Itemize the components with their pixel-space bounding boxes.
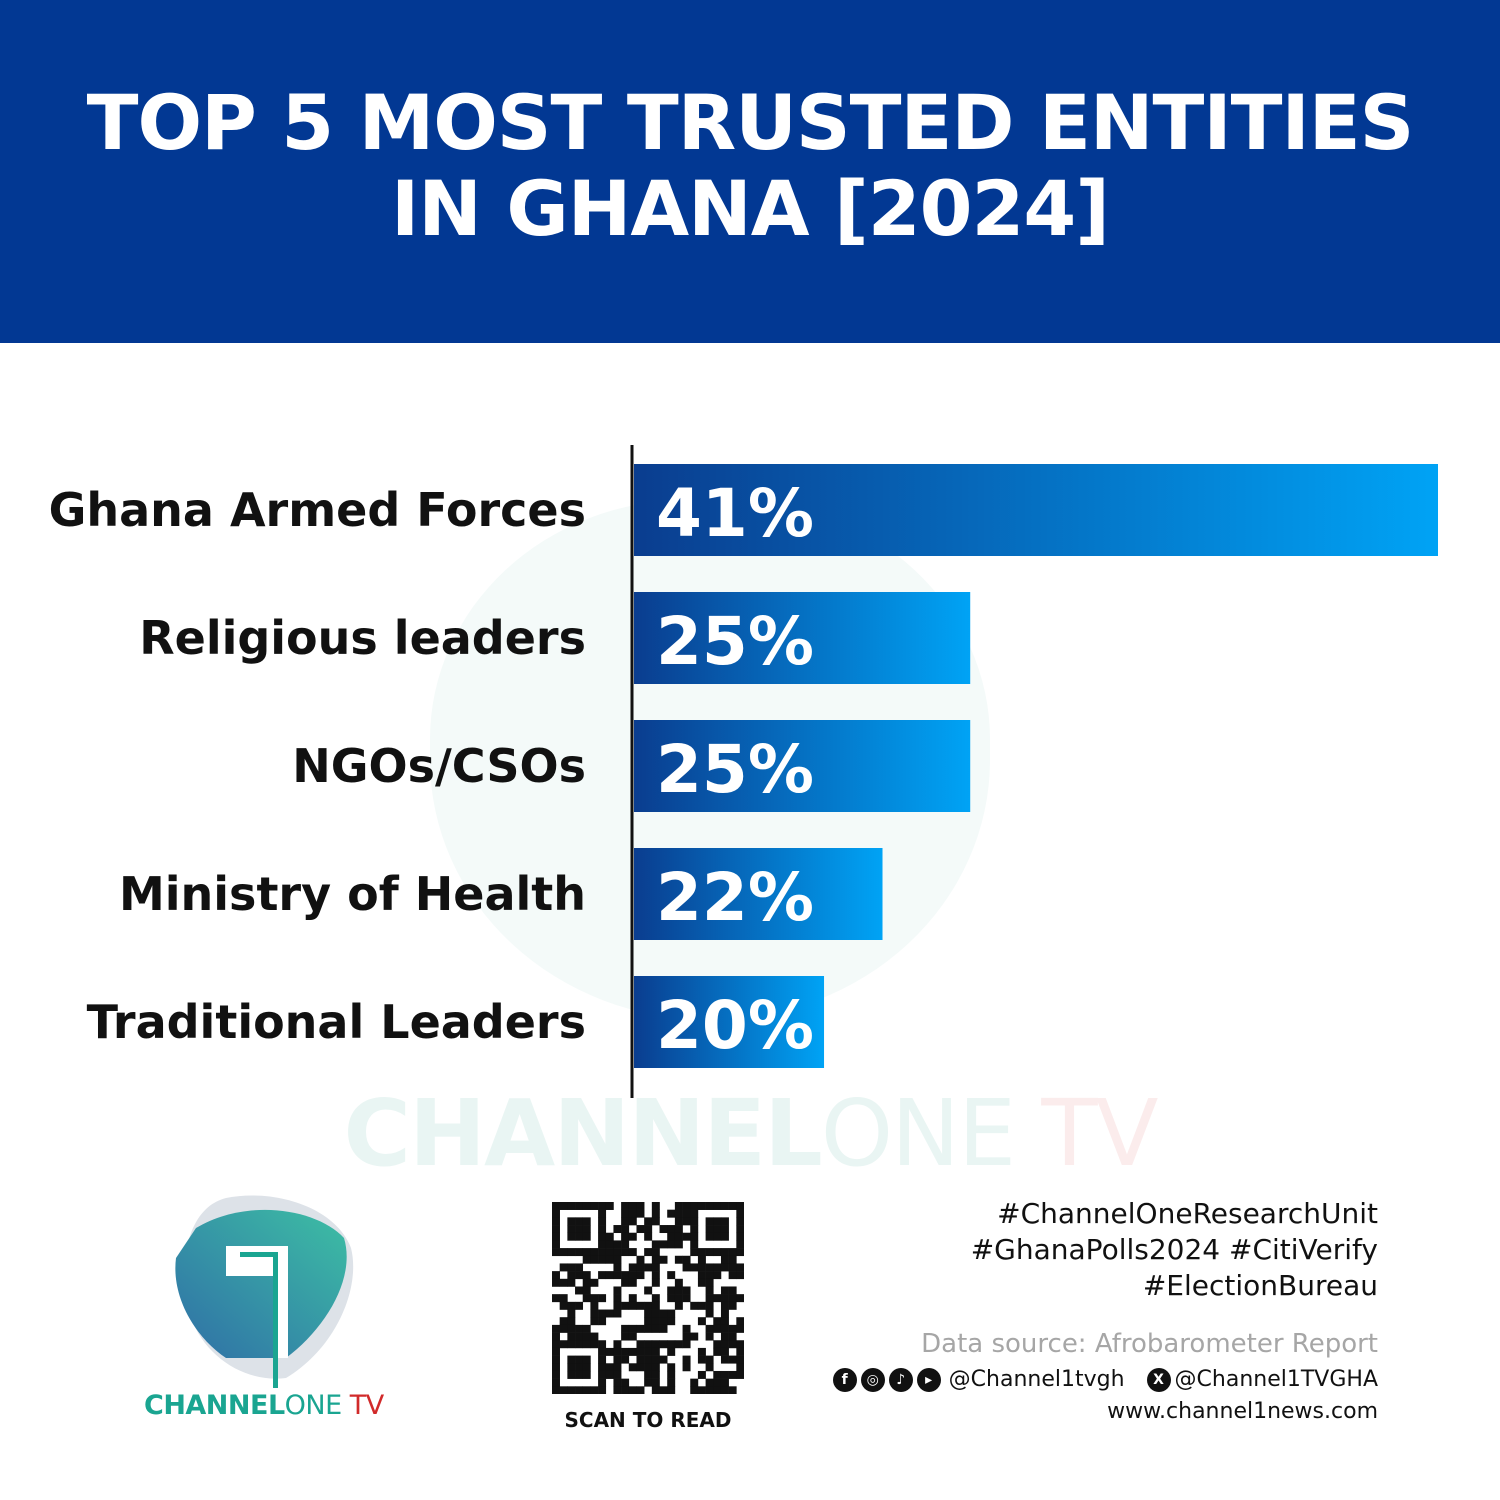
page-title: TOP 5 MOST TRUSTED ENTITIES IN GHANA [20… xyxy=(0,80,1500,252)
hashtag-line: #ChannelOneResearchUnit xyxy=(997,1197,1378,1230)
instagram-icon[interactable]: ◎ xyxy=(860,1367,885,1392)
category-label: NGOs/CSOs xyxy=(292,739,586,793)
hashtag-line: #ElectionBureau xyxy=(1142,1269,1378,1302)
watermark: CHANNELONE TV xyxy=(343,1080,1159,1187)
bar-chart: 41% Ghana Armed Forces 25% Religious leader… xyxy=(49,445,1438,1098)
bar-value-label: 22% xyxy=(656,859,814,936)
youtube-icon[interactable]: ▸ xyxy=(916,1367,941,1392)
tiktok-icon[interactable]: ♪ xyxy=(888,1367,913,1392)
handle-channel1tvgha[interactable]: @Channel1TVGHA xyxy=(1174,1367,1378,1392)
channel-one-logo-icon xyxy=(175,1195,354,1388)
bar xyxy=(634,976,825,1068)
bar xyxy=(634,720,971,812)
header-banner: TOP 5 MOST TRUSTED ENTITIES IN GHANA [20… xyxy=(0,0,1500,343)
qr-label: SCAN TO READ xyxy=(564,1408,732,1432)
bar xyxy=(634,464,1438,556)
bar-value-label: 20% xyxy=(656,987,814,1064)
category-label: Religious leaders xyxy=(139,611,586,665)
bar-value-label: 25% xyxy=(656,603,814,680)
title-line-2: IN GHANA [2024] xyxy=(390,164,1110,253)
social-handles: f ◎ ♪ ▸ @Channel1tvgh X @Channel1TVGHA xyxy=(832,1367,1378,1392)
bar-value-label: 41% xyxy=(656,475,814,552)
qr-code[interactable] xyxy=(552,1202,744,1394)
bar-value-label: 25% xyxy=(656,731,814,808)
data-source: Data source: Afrobarometer Report xyxy=(921,1329,1378,1359)
facebook-icon[interactable]: f xyxy=(832,1367,857,1392)
category-label: Ministry of Health xyxy=(119,867,586,921)
category-label: Traditional Leaders xyxy=(87,995,586,1049)
category-label: Ghana Armed Forces xyxy=(49,483,586,537)
bar xyxy=(634,592,971,684)
title-line-1: TOP 5 MOST TRUSTED ENTITIES xyxy=(86,78,1415,167)
handle-channel1tvgh[interactable]: @Channel1tvgh xyxy=(948,1367,1125,1392)
bar xyxy=(634,848,883,940)
channel-one-logo-text: CHANNELONE TV xyxy=(144,1390,384,1421)
hashtags: #ChannelOneResearchUnit #GhanaPolls2024 … xyxy=(971,1196,1378,1304)
hashtag-line: #GhanaPolls2024 #CitiVerify xyxy=(970,1233,1378,1266)
x-icon[interactable]: X xyxy=(1146,1367,1171,1392)
website-link[interactable]: www.channel1news.com xyxy=(1107,1399,1378,1424)
